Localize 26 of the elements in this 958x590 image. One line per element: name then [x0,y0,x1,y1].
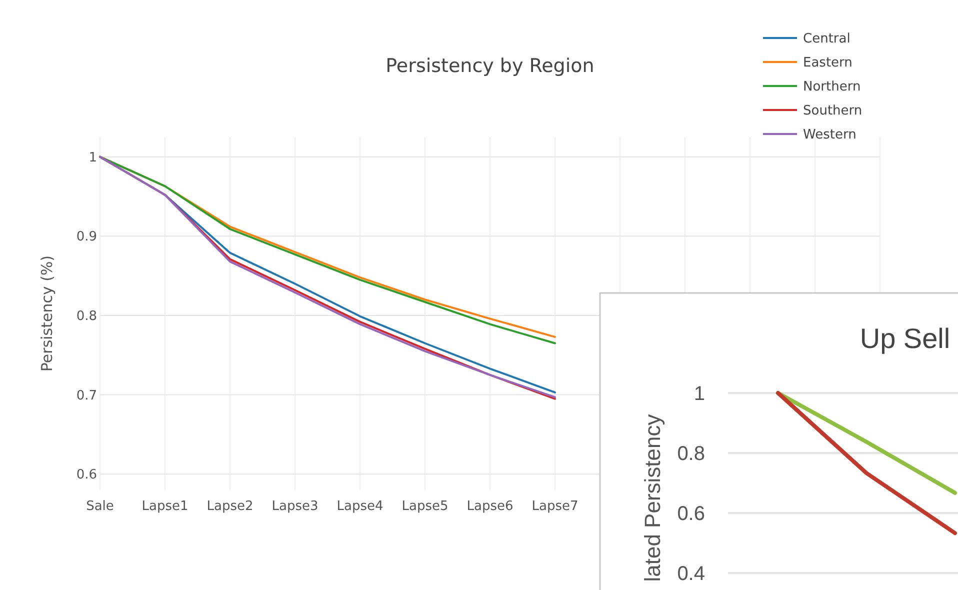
y-tick-label: 0.9 [76,230,97,245]
y-tick-label: 0.4 [677,563,705,585]
y-tick-label: 0.7 [76,388,97,404]
y-axis-title: lated Persistency [640,414,665,582]
x-tick-label: Lapse6 [466,499,514,514]
legend-label: Western [803,128,856,143]
x-tick-label: Lapse3 [272,499,318,514]
x-tick-label: Lapse4 [336,499,384,514]
legend-label: Eastern [803,56,852,71]
y-axis-title: Persistency (%) [38,255,56,372]
legend-label: Southern [803,104,862,119]
y-tick-label: 0.6 [76,468,97,483]
chart-title: Persistency by Region [386,55,594,77]
x-tick-label: Sale [86,499,114,514]
y-tick-label: 0.8 [76,309,97,324]
legend-label: Northern [803,80,861,95]
chart-title: Up Sell [860,323,950,354]
y-tick-label: 1 [88,150,97,166]
y-tick-label: 0.6 [677,503,705,525]
y-tick-label: 0.8 [677,443,705,465]
x-tick-label: Lapse2 [206,499,254,514]
x-tick-label: Lapse5 [402,499,448,514]
y-tick-label: 1 [694,383,705,405]
x-tick-label: Lapse7 [532,499,578,514]
legend-label: Central [803,32,850,47]
x-tick-label: Lapse1 [142,499,188,514]
